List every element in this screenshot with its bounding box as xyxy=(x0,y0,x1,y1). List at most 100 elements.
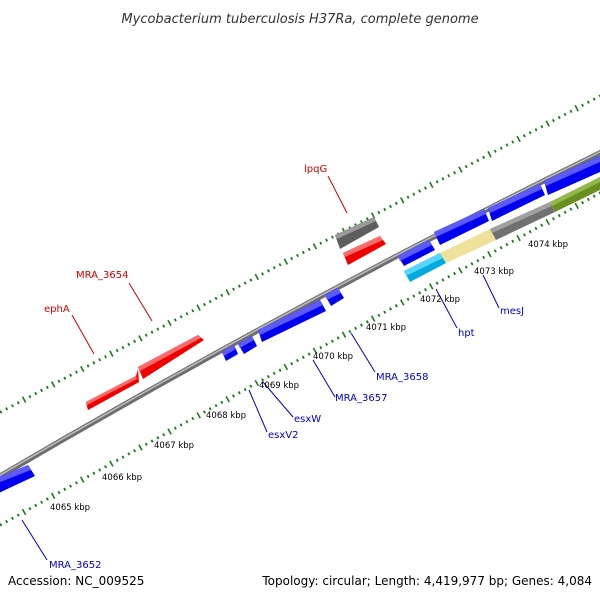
ruler-tick xyxy=(312,243,318,250)
ruler-tick xyxy=(412,192,416,196)
gene-label-lpqG[interactable]: lpqG xyxy=(304,164,327,175)
gene-pale-feature[interactable] xyxy=(440,229,496,263)
ruler-tick xyxy=(278,263,282,267)
gene-hpt-feature[interactable] xyxy=(404,253,446,282)
ruler-tick xyxy=(185,420,189,424)
ruler-tick xyxy=(11,516,14,521)
ruler-label: 4069 kbp xyxy=(259,381,299,391)
ruler-tick xyxy=(574,105,579,112)
ruler-tick xyxy=(377,210,381,215)
ruler-tick xyxy=(254,379,259,387)
gene-lpqG-feature[interactable] xyxy=(343,236,386,265)
gene-olive-feature[interactable] xyxy=(550,177,600,212)
gene-blue-feature-d[interactable] xyxy=(544,156,600,195)
gene-esxV2-feature[interactable] xyxy=(222,345,238,361)
ruler-tick xyxy=(21,396,27,403)
ruler-tick xyxy=(267,269,270,273)
ruler-tick xyxy=(69,484,73,488)
ruler-tick xyxy=(80,365,85,373)
gene-MRA_3654-feature[interactable] xyxy=(138,335,204,379)
ruler-tick xyxy=(307,352,311,356)
gene-label-MRA_3657[interactable]: MRA_3657 xyxy=(335,393,387,404)
gene-label-hpt[interactable]: hpt xyxy=(458,328,475,339)
ruler-tick xyxy=(499,146,503,150)
ruler-tick xyxy=(330,339,334,343)
ruler-tick xyxy=(458,166,463,173)
ruler-tick xyxy=(144,333,148,337)
ruler-tick xyxy=(214,403,218,408)
ruler-tick xyxy=(441,278,445,282)
gene-MRA_3657-feature[interactable] xyxy=(258,300,326,342)
gene-ephA-feature[interactable] xyxy=(86,369,139,410)
ruler-tick xyxy=(406,195,410,199)
ruler-tick xyxy=(127,342,131,347)
ruler-tick xyxy=(586,197,590,202)
ruler-tick xyxy=(138,444,143,451)
ruler-tick xyxy=(16,401,20,405)
ruler-tick xyxy=(162,324,166,328)
gene-grey-feature-1[interactable] xyxy=(335,217,379,249)
ruler-tick xyxy=(563,112,567,117)
ruler-tick xyxy=(348,329,352,334)
ruler-tick xyxy=(296,358,299,363)
ruler-tick xyxy=(185,312,189,316)
ruler-tick xyxy=(63,487,67,492)
ruler-tick xyxy=(312,347,318,354)
ruler-tick xyxy=(86,364,90,368)
ruler-tick xyxy=(447,275,451,279)
ruler-tick xyxy=(21,508,27,516)
ruler-tick xyxy=(505,242,509,247)
ruler-tick xyxy=(144,442,148,446)
ruler-tick xyxy=(290,256,294,261)
ruler-tick xyxy=(493,249,497,253)
ruler-tick xyxy=(453,271,456,276)
ruler-tick xyxy=(424,186,427,190)
gene-label-mesJ[interactable]: mesJ xyxy=(500,306,524,317)
ruler-tick xyxy=(92,361,96,365)
ruler-tick xyxy=(173,318,177,322)
ruler-label: 4074 kbp xyxy=(528,240,568,250)
ruler-tick xyxy=(109,460,114,467)
gene-grey-feature-2[interactable] xyxy=(490,202,555,240)
ruler-tick xyxy=(307,247,311,252)
ruler-tick xyxy=(487,251,492,258)
ruler-tick xyxy=(75,481,78,485)
ruler-tick xyxy=(167,428,172,435)
gene-MRA_3652-feature[interactable] xyxy=(0,465,35,497)
ruler-tick xyxy=(63,376,67,380)
ruler-tick xyxy=(11,404,14,408)
ruler-tick xyxy=(133,339,137,344)
gene-label-esxV2[interactable]: esxV2 xyxy=(268,430,298,441)
ruler-tick xyxy=(418,291,422,295)
gene-esxW-feature[interactable] xyxy=(238,336,257,354)
ruler-tick xyxy=(254,273,260,281)
forward-genes xyxy=(86,217,386,410)
ruler-tick xyxy=(424,287,427,292)
ruler-tick xyxy=(365,217,369,221)
ruler-tick xyxy=(283,258,289,265)
ruler-label: 4068 kbp xyxy=(206,411,246,421)
ruler-label: 4065 kbp xyxy=(50,503,90,513)
ruler-tick xyxy=(225,396,230,403)
ruler-tick xyxy=(545,218,550,226)
ruler-tick xyxy=(34,391,38,396)
genome-summary-text: Topology: circular; Length: 4,419,977 bp… xyxy=(261,574,592,588)
ruler-tick xyxy=(28,506,32,511)
ruler-tick xyxy=(511,239,515,243)
gene-blue-feature-b[interactable] xyxy=(434,209,489,245)
ruler-tick xyxy=(435,180,439,184)
gene-MRA_3658-feature[interactable] xyxy=(325,288,344,306)
ruler-tick xyxy=(138,335,143,342)
gene-label-ephA[interactable]: ephA xyxy=(44,304,70,315)
gene-blue-feature-a[interactable] xyxy=(398,240,435,266)
gene-label-MRA_3658[interactable]: MRA_3658 xyxy=(376,372,428,383)
gene-blue-feature-c[interactable] xyxy=(488,184,545,221)
ruler-tick xyxy=(552,118,555,123)
ruler-tick xyxy=(592,97,596,101)
gene-label-MRA_3654[interactable]: MRA_3654 xyxy=(76,270,128,281)
gene-label-esxW[interactable]: esxW xyxy=(294,414,321,425)
gene-label-MRA_3652[interactable]: MRA_3652 xyxy=(49,560,101,571)
ruler-label: 4070 kbp xyxy=(313,352,353,362)
ruler-tick xyxy=(57,490,61,495)
